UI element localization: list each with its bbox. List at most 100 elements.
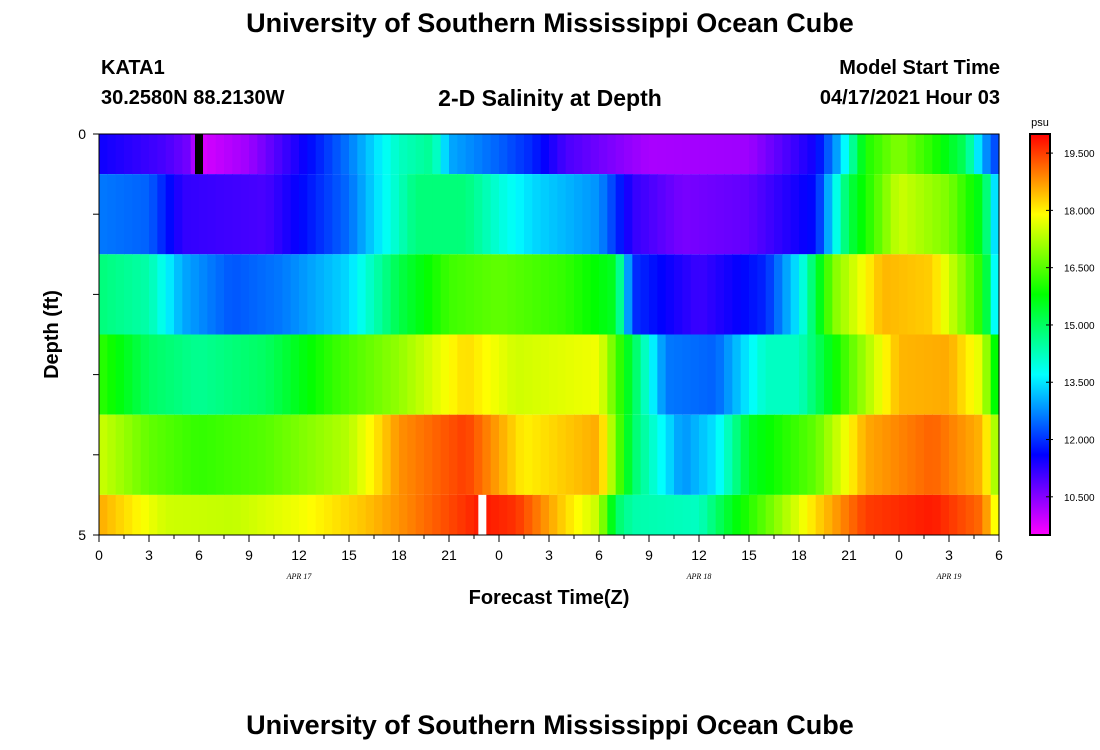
colorbar-tick-label: 16.500 xyxy=(1064,264,1095,275)
heatmap-cell xyxy=(324,254,333,335)
heatmap-cell xyxy=(599,334,608,415)
x-tick-label: 0 xyxy=(495,547,503,563)
heatmap-cell xyxy=(849,174,858,255)
x-tick-label: 9 xyxy=(245,547,253,563)
heatmap-cell xyxy=(332,414,342,495)
heatmap-cell xyxy=(382,494,392,535)
heatmap-cell xyxy=(674,334,683,415)
time-marker xyxy=(478,494,487,535)
heatmap-cell xyxy=(190,334,200,415)
heatmap-cell xyxy=(640,494,650,535)
heatmap-cell xyxy=(607,414,617,495)
heatmap-cell xyxy=(874,414,883,495)
heatmap-cell xyxy=(657,254,667,335)
heatmap-cell xyxy=(165,174,175,255)
heatmap-cell xyxy=(657,334,667,415)
heatmap-cell xyxy=(107,334,117,415)
heatmap-cell xyxy=(890,334,900,415)
heatmap-cell xyxy=(482,134,492,175)
heatmap-cell xyxy=(690,254,700,335)
heatmap-cell xyxy=(424,494,433,535)
heatmap-cell xyxy=(824,254,833,335)
heatmap-cell xyxy=(782,494,792,535)
heatmap-cell xyxy=(190,494,200,535)
heatmap-cell xyxy=(465,414,475,495)
heatmap-cell xyxy=(515,254,525,335)
heatmap-cell xyxy=(957,334,967,415)
heatmap-cell xyxy=(165,134,175,175)
heatmap-cell xyxy=(490,174,500,255)
heatmap-cell xyxy=(507,334,517,415)
heatmap-cell xyxy=(265,174,275,255)
heatmap-cell xyxy=(607,174,617,255)
heatmap-cell xyxy=(615,174,625,255)
heatmap-cell xyxy=(215,254,225,335)
heatmap-cell xyxy=(557,134,567,175)
heatmap-cell xyxy=(315,334,325,415)
heatmap-cell xyxy=(724,174,733,255)
x-tick-label: 21 xyxy=(441,547,457,563)
heatmap-cell xyxy=(149,414,158,495)
heatmap-cell xyxy=(715,334,725,415)
heatmap-cell xyxy=(382,174,392,255)
heatmap-cell xyxy=(824,134,833,175)
heatmap-cell xyxy=(407,134,417,175)
heatmap-cell xyxy=(174,134,183,175)
heatmap-cell xyxy=(824,174,833,255)
heatmap-cell xyxy=(665,414,675,495)
heatmap-cell xyxy=(732,494,742,535)
heatmap-cell xyxy=(824,414,833,495)
heatmap-cell xyxy=(690,134,700,175)
heatmap-cell xyxy=(549,134,558,175)
heatmap-cell xyxy=(749,494,758,535)
heatmap-cell xyxy=(390,494,400,535)
heatmap-cell xyxy=(682,334,692,415)
heatmap-cell xyxy=(182,174,192,255)
heatmap-cell xyxy=(974,254,983,335)
heatmap-cell xyxy=(874,254,883,335)
heatmap-cell xyxy=(865,134,875,175)
heatmap-cell xyxy=(174,414,183,495)
heatmap-cell xyxy=(357,414,367,495)
heatmap-cell xyxy=(390,174,400,255)
heatmap-cell xyxy=(549,334,558,415)
heatmap-cell xyxy=(524,134,533,175)
heatmap-cell xyxy=(174,174,183,255)
heatmap-cell xyxy=(399,134,408,175)
heatmap-cell xyxy=(774,254,783,335)
footer-title: University of Southern Mississippi Ocean… xyxy=(246,710,854,740)
date-label: APR 17 xyxy=(286,572,313,581)
heatmap-cell xyxy=(557,334,567,415)
heatmap-cell xyxy=(957,494,967,535)
heatmap-cell xyxy=(432,174,442,255)
heatmap-cell xyxy=(832,334,842,415)
heatmap-cell xyxy=(157,494,167,535)
heatmap-cell xyxy=(224,254,233,335)
heatmap-cell xyxy=(107,494,117,535)
heatmap-cell xyxy=(849,334,858,415)
heatmap-cell xyxy=(932,494,942,535)
heatmap-cell xyxy=(732,414,742,495)
heatmap-cell xyxy=(565,174,575,255)
heatmap-cell xyxy=(840,334,850,415)
heatmap-cell xyxy=(807,494,817,535)
heatmap-cell xyxy=(324,174,333,255)
heatmap-cell xyxy=(490,134,500,175)
heatmap-cell xyxy=(624,494,633,535)
x-tick-label: 0 xyxy=(895,547,903,563)
heatmap-cell xyxy=(890,134,900,175)
heatmap-cell xyxy=(624,254,633,335)
heatmap-cell xyxy=(440,414,450,495)
heatmap-cell xyxy=(907,174,917,255)
heatmap-cell xyxy=(424,334,433,415)
heatmap-cell xyxy=(824,494,833,535)
heatmap-cell xyxy=(807,414,817,495)
heatmap-cell xyxy=(432,134,442,175)
heatmap-cell xyxy=(907,134,917,175)
heatmap-cell xyxy=(240,254,250,335)
heatmap-cell xyxy=(565,414,575,495)
heatmap-cell xyxy=(857,494,867,535)
heatmap-cell xyxy=(857,334,867,415)
heatmap-cell xyxy=(640,174,650,255)
heatmap-cell xyxy=(540,254,550,335)
